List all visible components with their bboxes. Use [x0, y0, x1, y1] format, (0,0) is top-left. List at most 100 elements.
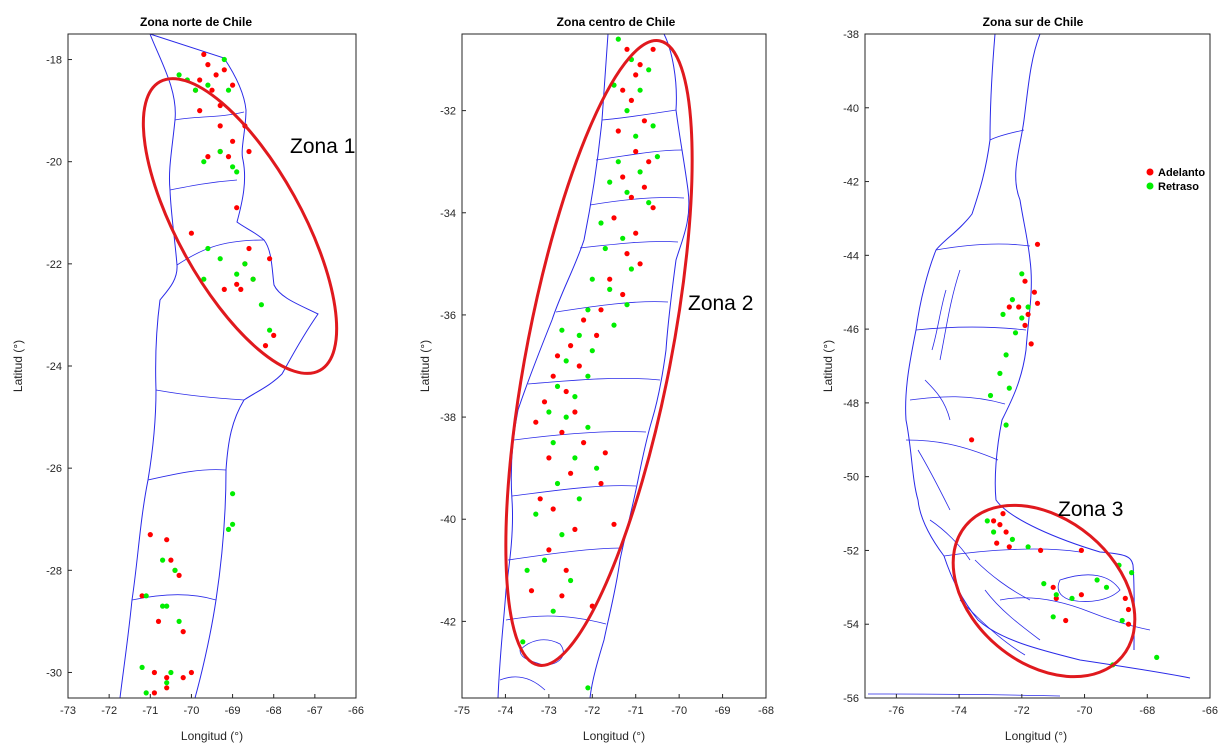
panel-norte-point-retraso — [205, 245, 211, 252]
legend: Adelanto Retraso — [1146, 167, 1205, 193]
panel-norte-x-tick-label: -71 — [142, 705, 158, 717]
panel-norte-point-retraso — [267, 327, 273, 333]
panel-sur-point-retraso — [984, 518, 990, 524]
panel-centro-point-adelanto — [650, 46, 656, 52]
panel-sur-zone-label: Zona 3 — [1058, 498, 1123, 521]
panel-centro-point-retraso — [585, 685, 591, 691]
panel-centro-point-adelanto — [611, 521, 617, 527]
panel-sur-point-retraso — [991, 529, 997, 535]
panel-centro-point-adelanto — [568, 470, 574, 476]
panel-norte-point-retraso — [205, 82, 211, 88]
panel-norte-point-retraso — [230, 164, 236, 170]
panel-sur-point-adelanto — [1000, 510, 1006, 517]
panel-sur-point-retraso — [1019, 271, 1025, 277]
panel-centro-point-adelanto — [641, 184, 648, 190]
panel-norte-point-retraso — [164, 680, 170, 686]
panel-centro-point-adelanto — [620, 174, 626, 180]
panel-centro-point-retraso — [615, 159, 621, 165]
panel-sur-point-retraso — [1003, 352, 1009, 358]
panel-sur-y-tick-label: -48 — [843, 398, 859, 410]
panel-centro-point-retraso — [633, 133, 639, 139]
panel-sur-point-retraso — [1041, 581, 1047, 587]
panel-norte-point-adelanto — [230, 82, 236, 88]
panel-norte-axes-frame — [67, 33, 357, 699]
panel-sur-point-adelanto — [991, 518, 997, 524]
panel-norte-point-adelanto — [209, 87, 215, 93]
panel-sur-point-retraso — [1003, 422, 1009, 428]
panel-sur-point-adelanto — [1031, 289, 1037, 295]
panel-sur-y-tick-label: -38 — [843, 29, 859, 41]
panel-centro-point-adelanto — [620, 87, 626, 93]
panel-centro-point-adelanto — [563, 388, 569, 395]
panel-norte-point-adelanto — [246, 245, 252, 252]
panel-norte-point-adelanto — [151, 669, 157, 676]
panel-sur-point-adelanto — [1038, 547, 1044, 554]
panel-norte-point-retraso — [176, 618, 182, 625]
panel-sur-point-adelanto — [1125, 621, 1132, 627]
panel-norte-x-tick-label: -68 — [266, 705, 282, 717]
panel-centro-x-tick-label: -69 — [715, 705, 731, 717]
panel-centro-y-tick-label: -32 — [440, 106, 456, 118]
panel-sur-zone-ellipse — [951, 503, 1137, 679]
panel-norte-point-retraso — [160, 603, 166, 609]
panel-norte-title: Zona norte de Chile — [140, 15, 252, 29]
panel-norte-x-tick-label: -70 — [183, 705, 199, 717]
panel-centro-title: Zona centro de Chile — [557, 15, 676, 29]
panel-sur-axes-frame — [864, 33, 1211, 699]
panel-norte-point-adelanto — [168, 557, 174, 563]
panel-centro-point-retraso — [568, 577, 574, 584]
panel-sur-point-retraso — [997, 370, 1003, 376]
panel-norte-point-adelanto — [217, 123, 223, 129]
panel-centro-point-retraso — [559, 327, 565, 333]
panel-sur-point-adelanto — [1034, 300, 1041, 306]
panel-centro-point-adelanto — [598, 307, 604, 313]
legend-label-adelanto: Adelanto — [1158, 167, 1205, 179]
panel-norte-point-adelanto — [164, 675, 170, 681]
panel-norte-x-tick-label: -66 — [348, 705, 364, 717]
panel-centro-point-retraso — [563, 414, 569, 420]
panel-norte-point-adelanto — [197, 108, 203, 114]
panel-sur-point-retraso — [987, 392, 994, 399]
panel-norte-point-retraso — [176, 72, 182, 78]
panel-norte-point-retraso — [160, 557, 166, 563]
panel-centro-point-adelanto — [620, 291, 626, 298]
panel-sur-points — [969, 241, 1160, 668]
panel-centro-point-adelanto — [576, 363, 582, 369]
panel-centro-point-adelanto — [572, 409, 578, 415]
panel-centro-point-adelanto — [572, 526, 578, 533]
panel-norte-point-retraso — [250, 276, 256, 282]
panel-sur-x-tick-label: -70 — [1077, 705, 1093, 717]
panel-norte-point-retraso — [192, 87, 199, 93]
panel-centro-y-axis-label: Latitud (°) — [418, 340, 432, 392]
panel-centro-point-adelanto — [641, 118, 648, 124]
panel-sur-point-retraso — [1006, 385, 1012, 391]
panel-norte-x-tick-label: -73 — [60, 705, 76, 717]
panel-centro-point-adelanto — [624, 251, 630, 257]
panel-centro-point-retraso — [607, 179, 613, 185]
panel-norte-point-retraso — [230, 521, 236, 527]
panel-sur-y-tick-label: -50 — [843, 472, 859, 484]
panel-centro-point-retraso — [628, 266, 635, 272]
panel-centro-point-retraso — [650, 123, 656, 129]
panel-norte-point-retraso — [139, 664, 145, 671]
panel-norte-point-retraso — [225, 87, 232, 93]
panel-norte-point-adelanto — [197, 77, 203, 83]
panel-centro-point-adelanto — [624, 46, 630, 52]
panel-centro-point-adelanto — [633, 230, 639, 236]
panel-norte-point-adelanto — [234, 205, 240, 211]
panel-norte-x-tick-label: -69 — [225, 705, 241, 717]
panel-centro-y-tick-label: -38 — [440, 412, 456, 424]
panel-sur-point-retraso — [1053, 592, 1059, 598]
panel-sur-y-tick-label: -56 — [843, 693, 859, 705]
panel-sur-point-retraso — [1000, 311, 1006, 317]
panel-centro-point-adelanto — [546, 547, 552, 553]
panel-sur-x-tick-label: -74 — [951, 705, 967, 717]
panel-norte-y-tick-label: -22 — [46, 259, 62, 271]
panel-centro-points — [520, 36, 661, 691]
panel-norte: Zona norte de Chile -73 -72 -71 -70 -69 -68 -6… — [11, 15, 364, 743]
panel-centro-point-adelanto — [633, 148, 639, 155]
panel-centro-point-adelanto — [568, 343, 574, 349]
panel-centro-point-retraso — [637, 87, 643, 93]
legend-label-retraso: Retraso — [1158, 181, 1199, 193]
